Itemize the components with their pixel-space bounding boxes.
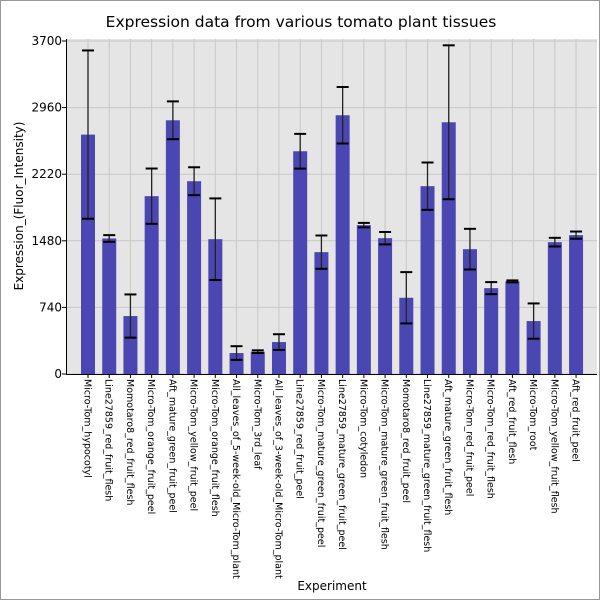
x-tick-label: Micro-Tom_mature_green_fruit_peel bbox=[315, 379, 326, 547]
x-tick-label: Momotaro8_red_fruit_flesh bbox=[124, 379, 135, 505]
x-tick-label: Line27859_mature_green_fruit_peel bbox=[336, 379, 347, 550]
bar bbox=[250, 351, 265, 374]
bar bbox=[356, 225, 371, 374]
x-tick-label: Micro-Tom_3rd_leaf bbox=[251, 379, 262, 470]
x-tick-label: Line27859_mature_green_fruit_flesh bbox=[421, 379, 432, 552]
bar bbox=[144, 196, 159, 374]
bar bbox=[229, 353, 244, 374]
x-tick-label: Micro-Tom_yellow_fruit_flesh bbox=[548, 379, 559, 514]
bar bbox=[547, 242, 562, 374]
bar bbox=[81, 134, 95, 374]
y-tick-label: 3700 bbox=[31, 34, 62, 48]
bar bbox=[399, 297, 414, 374]
y-axis-label: Expression_(Fluor_Intensity) bbox=[12, 122, 26, 291]
y-tick-label: 0 bbox=[54, 367, 62, 381]
bar bbox=[505, 281, 520, 374]
x-tick-label: Micro-Tom_hypocotyl bbox=[82, 379, 93, 478]
bar bbox=[462, 249, 477, 374]
x-tick-label: Momotaro8_red_fruit_peel bbox=[400, 379, 411, 503]
bar bbox=[314, 252, 329, 374]
bar bbox=[526, 321, 541, 374]
bar bbox=[102, 238, 117, 374]
x-tick-label: Aft_mature_green_fruit_flesh bbox=[442, 379, 453, 515]
chart-title: Expression data from various tomato plan… bbox=[106, 13, 497, 31]
x-tick-label: Micro-Tom_yellow_fruit_peel bbox=[188, 379, 199, 511]
bar bbox=[378, 238, 393, 374]
y-tick-label: 2960 bbox=[31, 101, 62, 115]
bar bbox=[441, 122, 456, 375]
x-tick-label: All_leaves_of_5-week-old_Micro-Tom_plant bbox=[230, 379, 241, 579]
y-tick-label: 740 bbox=[39, 300, 62, 314]
x-tick-label: Micro-Tom_root bbox=[527, 379, 538, 451]
bar bbox=[123, 316, 138, 374]
x-tick-label: Line27859_red_fruit_peel bbox=[294, 379, 305, 499]
x-tick-label: Micro-Tom_cotyledon bbox=[357, 379, 368, 478]
x-tick-label: Aft_red_fruit_flesh bbox=[506, 379, 517, 464]
bar bbox=[165, 120, 180, 374]
bar bbox=[335, 115, 350, 374]
bar bbox=[293, 151, 308, 374]
y-tick-label: 1480 bbox=[31, 234, 62, 248]
x-tick-label: Line27859_red_fruit_flesh bbox=[103, 379, 114, 501]
x-tick-label: All_leaves_of_3-week-old_Micro-Tom_plant bbox=[272, 379, 283, 579]
bar bbox=[569, 235, 584, 374]
x-tick-label: Aft_mature_green_fruit_peel bbox=[166, 379, 177, 513]
x-tick-label: Micro-Tom_mature_green_fruit_flesh bbox=[379, 379, 390, 550]
bar bbox=[187, 181, 202, 374]
x-tick-label: Micro-Tom_red_fruit_peel bbox=[463, 379, 474, 496]
y-tick-label: 2220 bbox=[31, 167, 62, 181]
x-tick-label: Micro-Tom_orange_fruit_flesh bbox=[209, 379, 220, 517]
x-axis-label: Experiment bbox=[297, 579, 367, 593]
bar bbox=[420, 186, 435, 374]
bar bbox=[484, 288, 499, 374]
x-tick-label: Micro-Tom_red_fruit_flesh bbox=[485, 379, 496, 499]
x-tick-label: Micro-Tom_orange_fruit_peel bbox=[145, 379, 156, 514]
x-tick-label: Aft_red_fruit_peel bbox=[570, 379, 581, 462]
bar bbox=[208, 239, 223, 374]
